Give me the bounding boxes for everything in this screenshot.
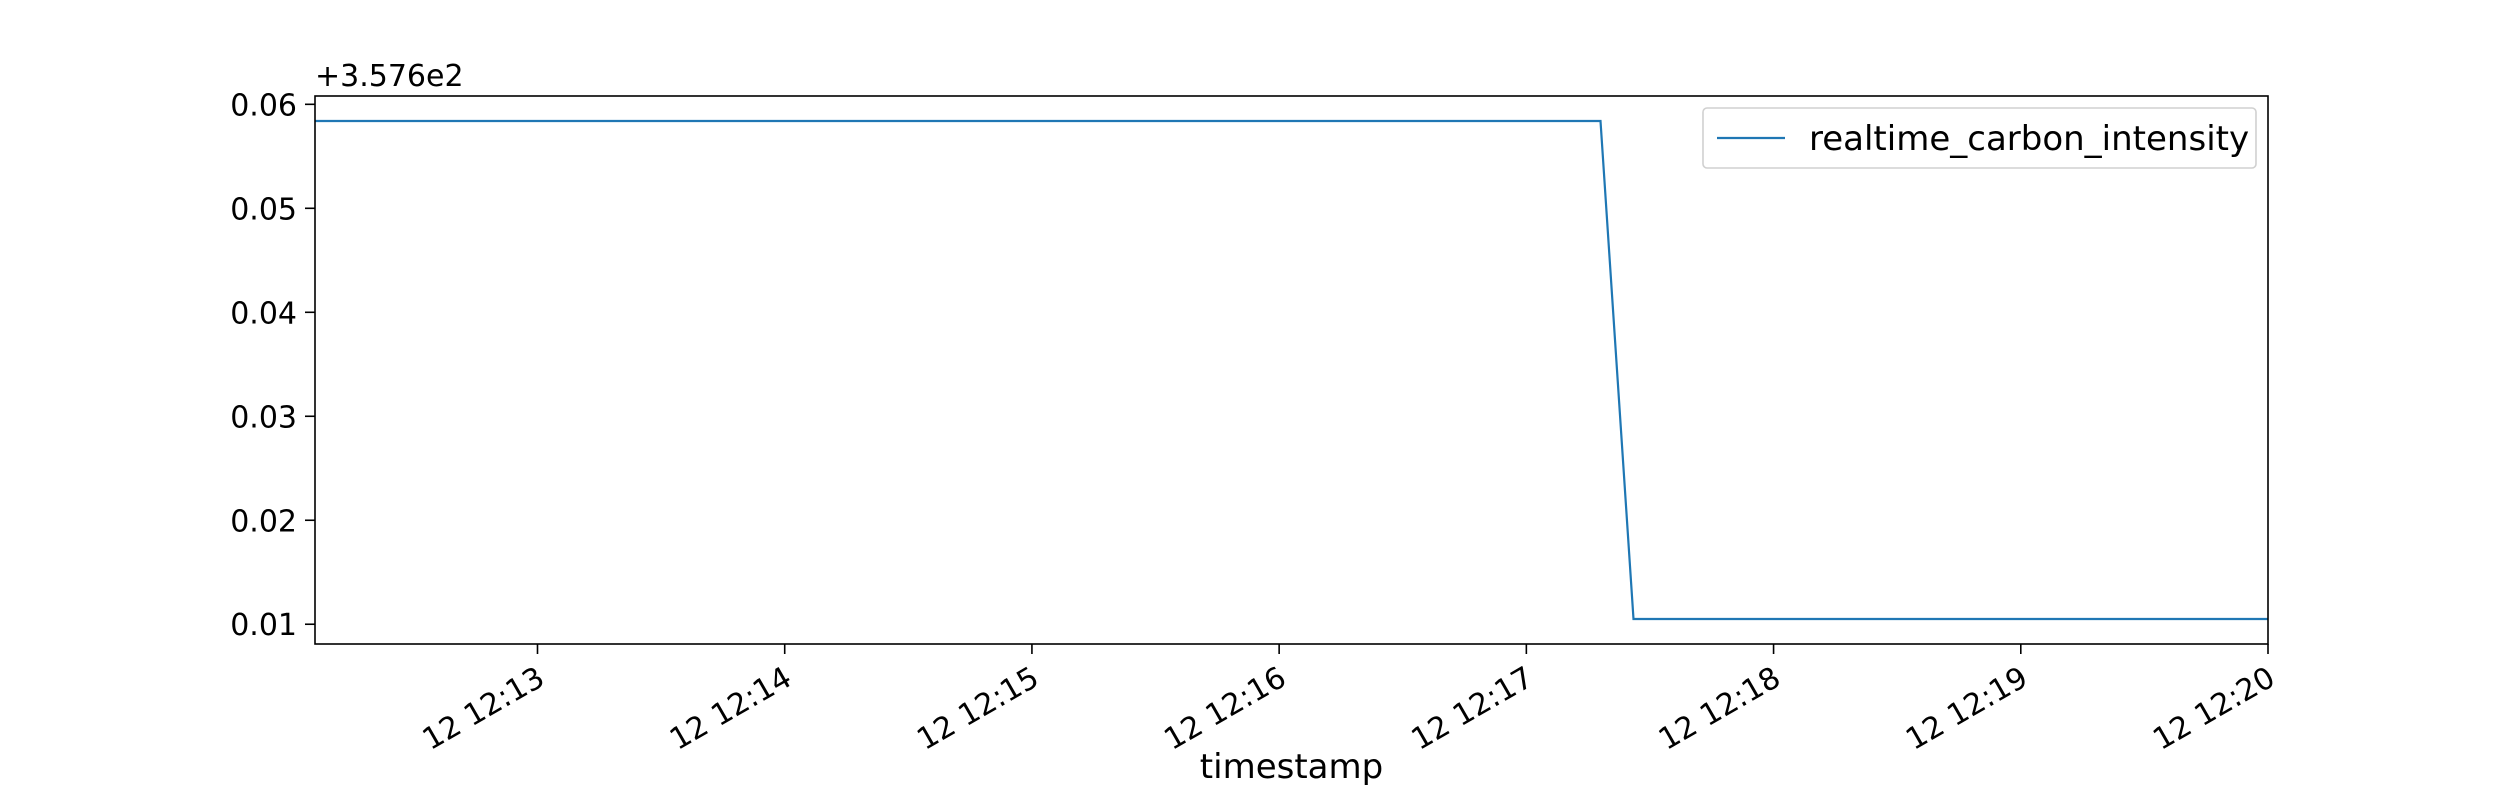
legend: realtime_carbon_intensity bbox=[1702, 107, 2257, 169]
y-tick-label: 0.05 bbox=[230, 192, 297, 227]
y-tick-label: 0.02 bbox=[230, 504, 297, 539]
legend-entry-label: realtime_carbon_intensity bbox=[1809, 119, 2249, 159]
x-tick-label: 12 12:17 bbox=[1406, 660, 1540, 757]
axes: 0.01 0.02 0.03 0.04 0.05 0.06 12 12:13 12 12:14… bbox=[230, 88, 2281, 757]
plot-area bbox=[315, 119, 2268, 621]
y-tick-label: 0.01 bbox=[230, 608, 297, 643]
plot-frame bbox=[314, 95, 2269, 645]
legend-box bbox=[1702, 107, 2257, 169]
x-tick-label: 12 12:19 bbox=[1900, 660, 2034, 757]
x-tick-label: 12 12:13 bbox=[417, 660, 551, 757]
y-tick-label: 0.04 bbox=[230, 296, 297, 331]
x-tick-label: 12 12:14 bbox=[664, 660, 798, 757]
y-tick-label: 0.06 bbox=[230, 88, 297, 123]
x-tick-label: 12 12:15 bbox=[911, 660, 1045, 757]
series-line bbox=[315, 119, 2268, 621]
x-tick-label: 12 12:18 bbox=[1653, 660, 1787, 757]
x-tick-label: 12 12:16 bbox=[1158, 660, 1292, 757]
x-tick-label: 12 12:20 bbox=[2147, 660, 2281, 757]
x-axis-label: timestamp bbox=[1200, 747, 1383, 787]
y-tick-label: 0.03 bbox=[230, 400, 297, 435]
y-axis-offset-label: +3.576e2 bbox=[315, 59, 464, 94]
